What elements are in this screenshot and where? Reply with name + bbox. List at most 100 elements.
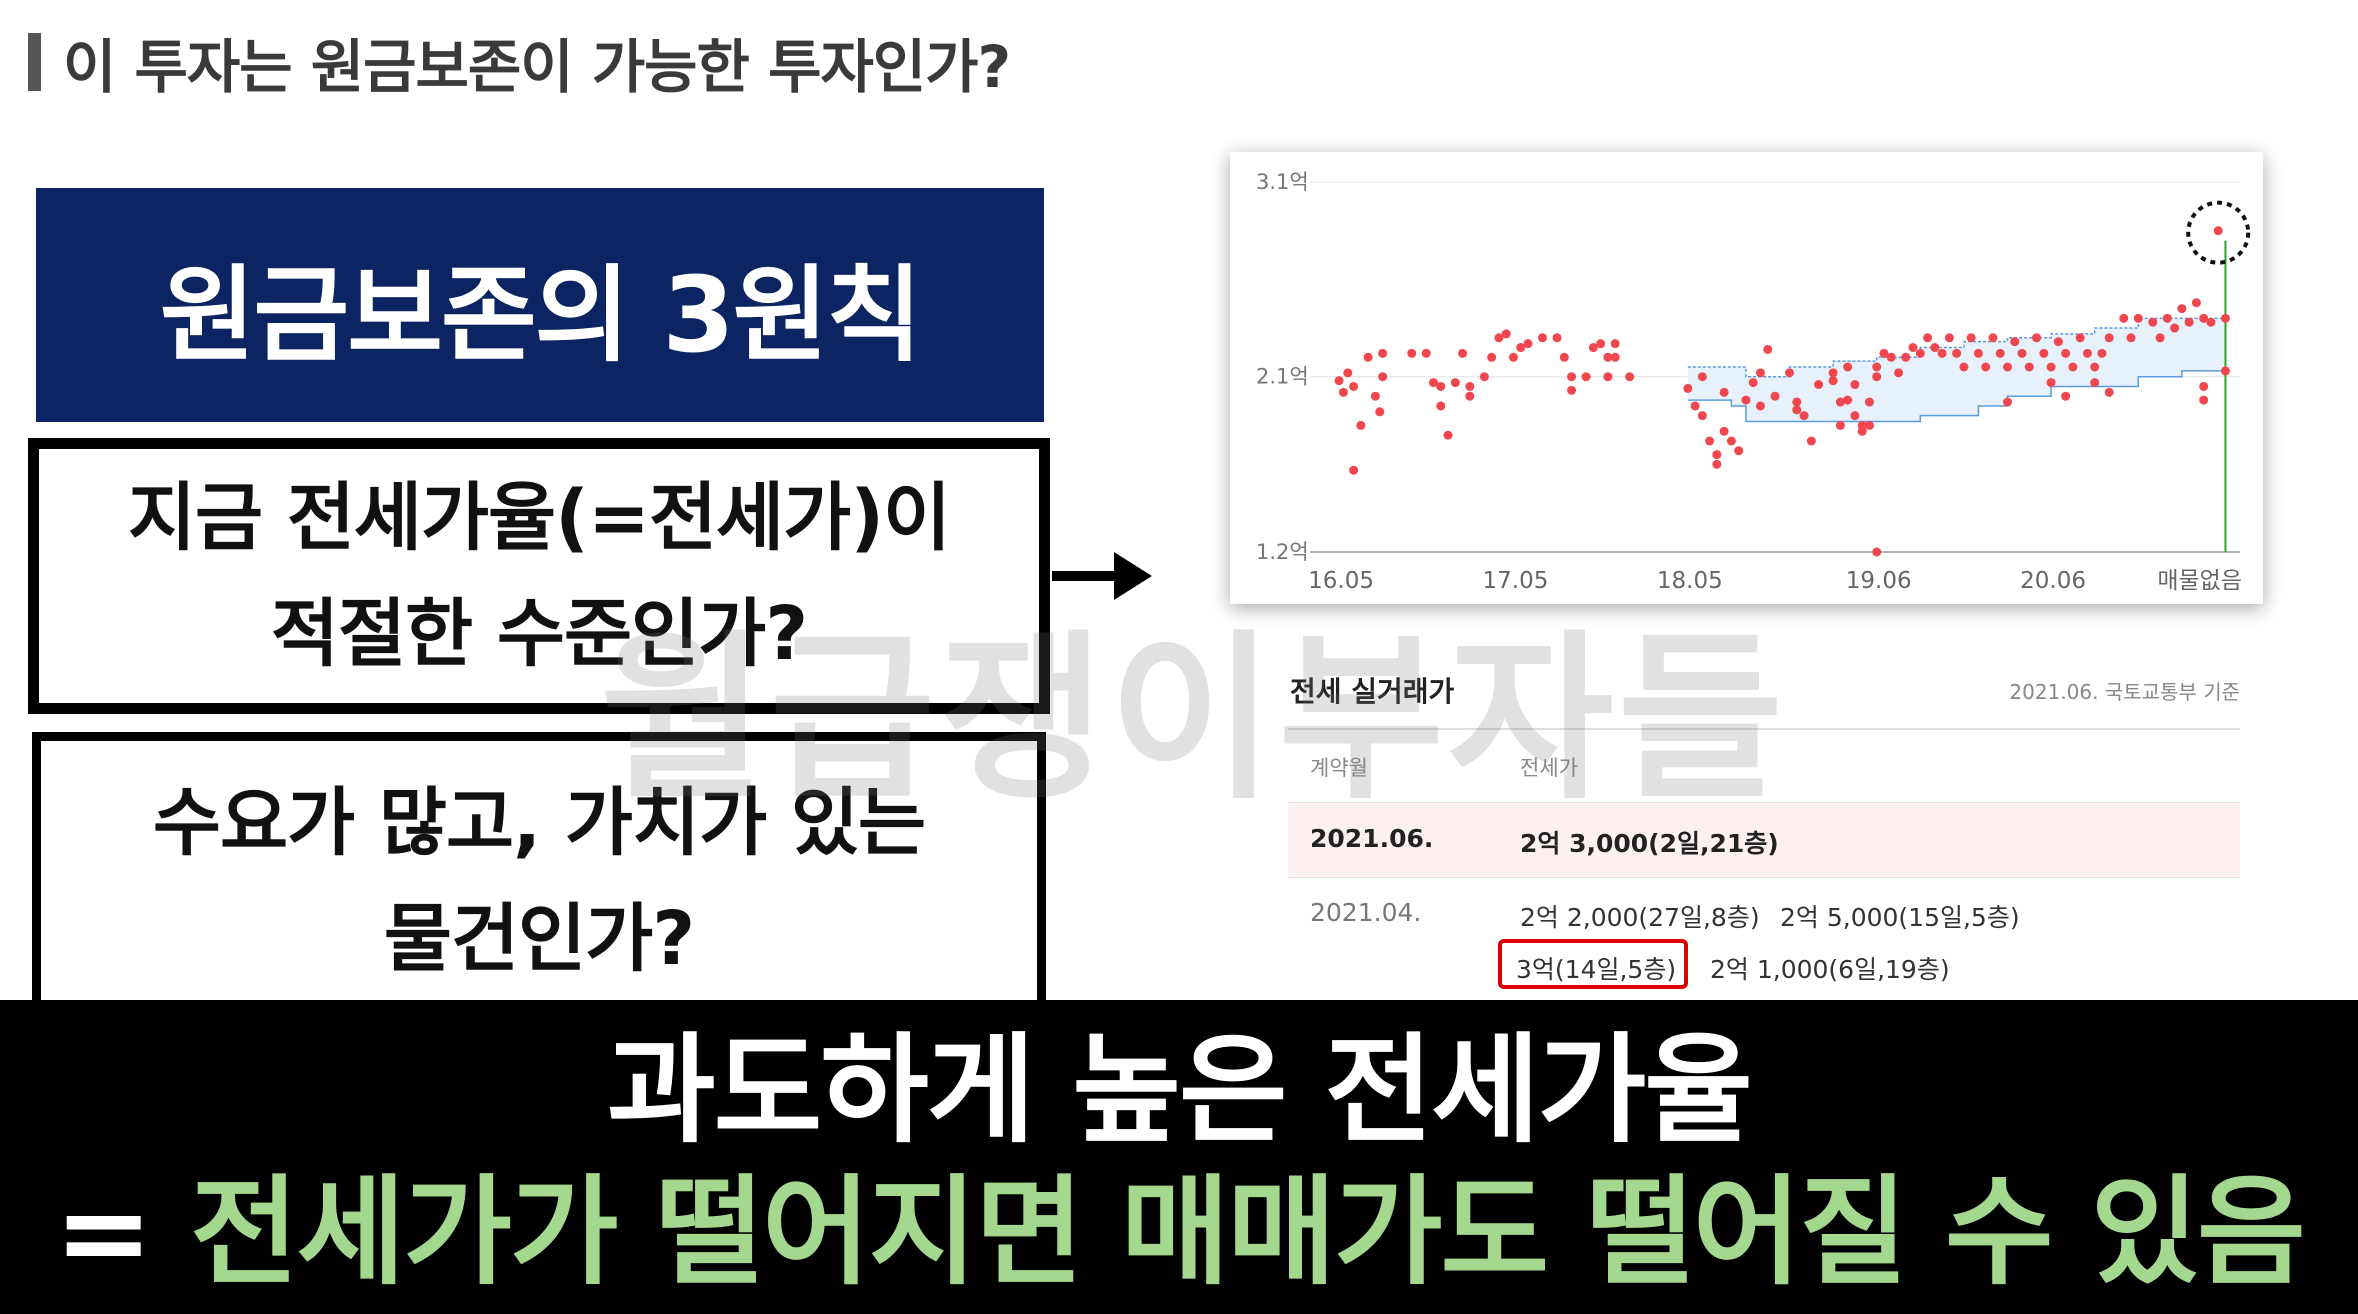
data-point [1755, 401, 1765, 411]
data-point [2133, 313, 2143, 323]
data-point [2213, 226, 2223, 236]
data-point [1523, 339, 1533, 349]
data-point [1850, 380, 1860, 390]
data-point [1712, 450, 1722, 460]
y-tick-label: 1.2억 [1256, 540, 1309, 564]
data-point [1697, 411, 1707, 421]
data-point [1697, 372, 1707, 382]
highlight-outline [1498, 939, 1688, 989]
data-point [1894, 368, 1904, 378]
data-point [1952, 348, 1962, 358]
table-source: 2021.06. 국토교통부 기준 [2009, 680, 2240, 704]
data-point [1705, 436, 1715, 446]
data-point [1603, 372, 1613, 382]
band-lower-line [1687, 370, 2226, 423]
data-point [1349, 381, 1359, 391]
data-point [2148, 317, 2158, 327]
data-point [1363, 352, 1373, 362]
data-point [2097, 348, 2107, 358]
column-header-month: 계약월 [1310, 756, 1368, 780]
header-accent-bar [28, 33, 41, 91]
banner-equals: = [54, 1163, 153, 1301]
data-point [1857, 426, 1867, 436]
data-point [1966, 333, 1976, 343]
data-point [1770, 391, 1780, 401]
data-point [1981, 362, 1991, 372]
data-point [2220, 366, 2230, 376]
right-arrow-icon [1052, 548, 1154, 604]
data-point [2003, 397, 2012, 407]
data-point [2220, 313, 2230, 323]
data-point [1792, 405, 1802, 415]
rule-box-1: 지금 전세가율(=전세가)이 적절한 수준인가? [28, 438, 1050, 714]
row-2-deal-4: 2억 1,000(6일,19층) [1710, 955, 1950, 984]
data-point [1828, 376, 1838, 386]
data-point [1763, 344, 1773, 354]
data-point [2104, 387, 2114, 397]
data-point [2017, 348, 2027, 358]
data-point [1465, 391, 1475, 401]
y-tick-label: 3.1억 [1256, 170, 1309, 194]
row-2-deal-2: 2억 5,000(15일,5층) [1780, 903, 2020, 932]
data-point [2104, 333, 2114, 343]
x-tick-label: 16.05 [1308, 568, 1374, 594]
data-point [2177, 304, 2187, 314]
data-point [2090, 362, 2100, 372]
data-point [1334, 376, 1344, 386]
data-point [1734, 446, 1744, 456]
data-point [1843, 395, 1853, 405]
data-point [1343, 368, 1353, 378]
data-point [1436, 401, 1446, 411]
data-point [1559, 352, 1569, 362]
data-point [1712, 459, 1722, 469]
data-point [1923, 333, 1933, 343]
x-tick-label: 매물없음 [2157, 568, 2242, 594]
conclusion-banner: 과도하게 높은 전세가율 = 전세가가 떨어지면 매매가도 떨어질 수 있음 [0, 1000, 2358, 1314]
principle-title: 원금보존의 3원칙 [159, 253, 922, 376]
data-point [1567, 385, 1577, 395]
data-point [1443, 430, 1453, 440]
data-point [1458, 348, 1468, 358]
data-point [1610, 339, 1620, 349]
data-point [1814, 380, 1824, 390]
data-point [2061, 348, 2071, 358]
data-point [1596, 339, 1606, 349]
data-point [1375, 407, 1385, 417]
data-point [1872, 547, 1882, 557]
table-divider [1288, 728, 2240, 730]
data-point [2170, 323, 2180, 333]
data-point [1901, 352, 1911, 362]
rule-2-line-1: 수요가 많고, 가치가 있는 [152, 780, 926, 866]
data-point [1755, 368, 1765, 378]
data-point [2046, 378, 2056, 388]
data-point [1436, 381, 1446, 391]
data-point [2199, 313, 2209, 323]
data-point [1421, 348, 1431, 358]
x-tick-label: 19.06 [1846, 568, 1912, 594]
data-point [2090, 378, 2100, 388]
data-point [1538, 333, 1547, 343]
row-2-deal-3: 3억(14일,5층) [1516, 955, 1677, 984]
data-point [2075, 333, 2085, 343]
data-point [1407, 348, 1417, 358]
data-point [2046, 362, 2056, 372]
data-point [1872, 362, 1882, 372]
data-point [1429, 378, 1439, 388]
data-point [2199, 395, 2209, 405]
data-point [1378, 348, 1388, 358]
data-point [1552, 333, 1562, 343]
data-point [1479, 372, 1489, 382]
data-point [1872, 372, 1882, 382]
data-point [1741, 395, 1751, 405]
data-point [1603, 352, 1613, 362]
data-point [1995, 348, 2005, 358]
jeonse-price-chart: 3.1억 2.1억 1.2억 16.05 17.05 18.05 19.06 20.06 매물없… [1230, 152, 2263, 604]
data-point [1726, 436, 1736, 446]
data-point [1581, 372, 1591, 382]
rule-1-line-2: 적절한 수준인가? [270, 591, 808, 677]
band-upper-line [1687, 317, 2226, 378]
data-point [1356, 420, 1366, 430]
data-point [1338, 387, 1348, 397]
data-point [1567, 372, 1577, 382]
banner-line-2: = 전세가가 떨어지면 매매가도 떨어질 수 있음 [0, 1162, 2358, 1302]
